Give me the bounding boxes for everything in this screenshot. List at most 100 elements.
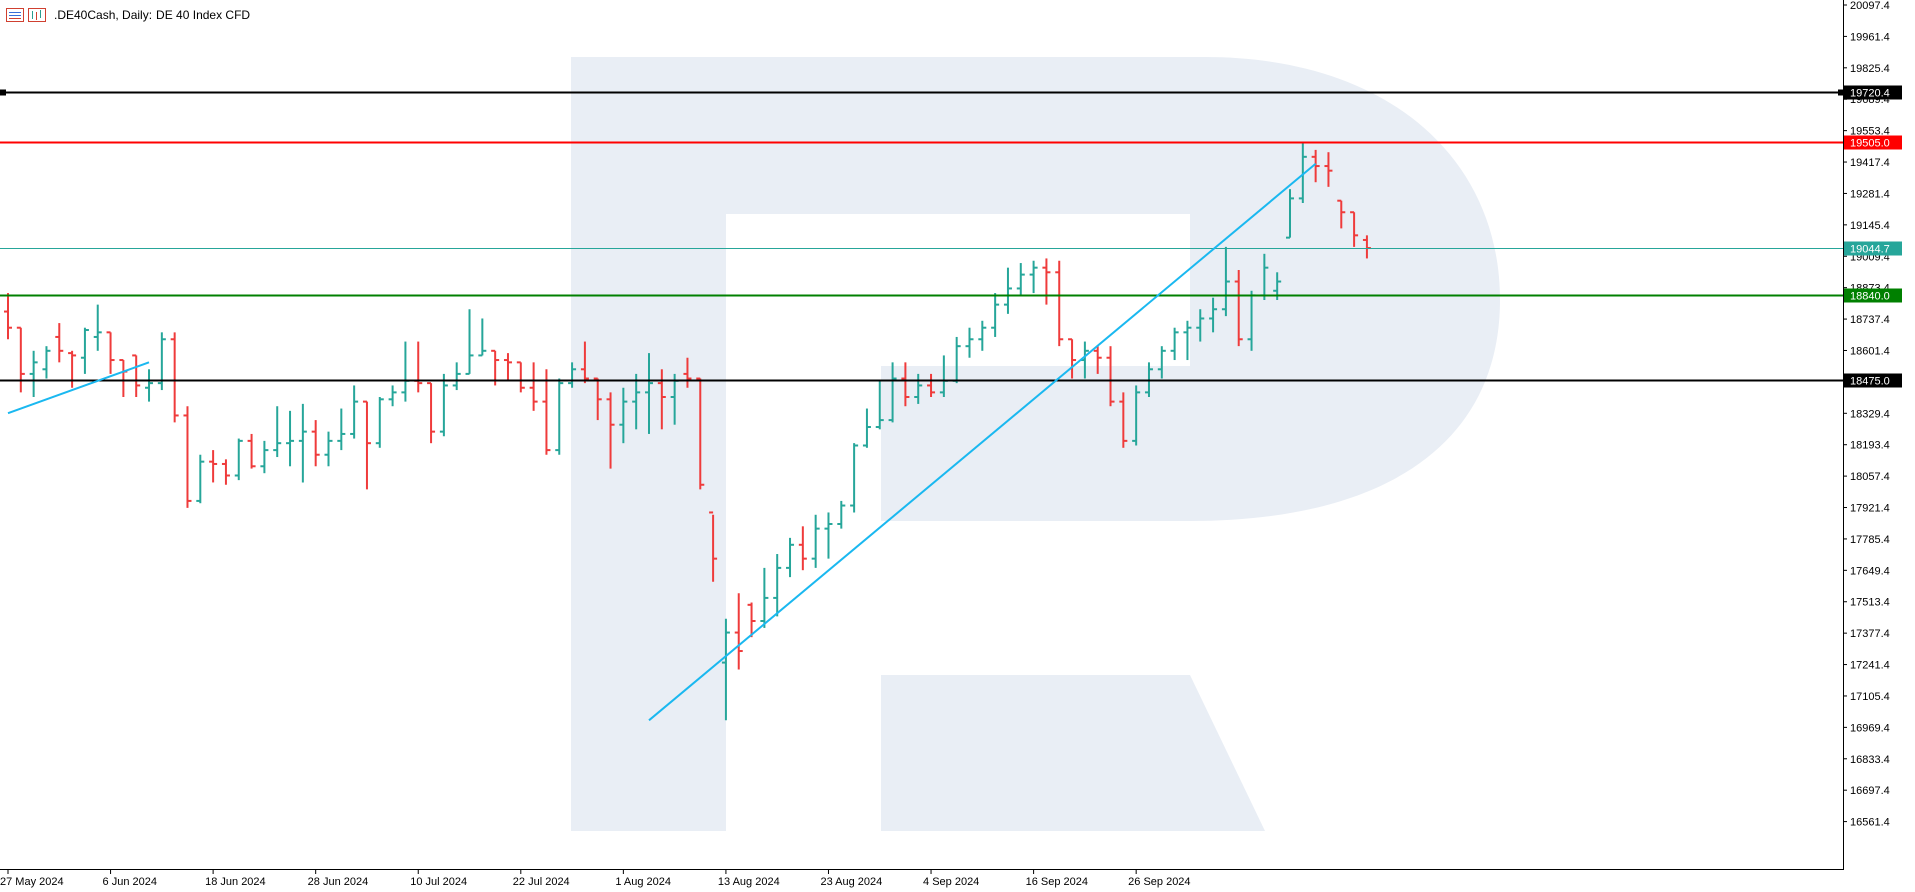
ohlc-bar (298, 403, 307, 483)
ohlc-bar (209, 450, 218, 483)
ohlc-bar (324, 431, 333, 467)
y-tick-label: 18057.4 (1850, 471, 1890, 483)
ohlc-bar (1311, 149, 1320, 183)
ohlc-bar (888, 362, 897, 423)
y-tick-label: 16833.4 (1850, 754, 1890, 766)
ohlc-bar (529, 362, 538, 411)
ohlc-bar (465, 309, 474, 375)
ohlc-bar (1093, 346, 1102, 374)
ohlc-bar (824, 512, 833, 559)
level-badge-label: 19720.4 (1850, 88, 1890, 100)
ohlc-bar (119, 359, 128, 397)
ohlc-bar (439, 373, 448, 437)
level-handle (0, 89, 6, 96)
trendline (7, 361, 150, 415)
ohlc-bar (837, 500, 846, 529)
ohlc-bar (760, 567, 769, 628)
ohlc-bar (247, 433, 256, 469)
x-tick-label: 16 Sep 2024 (1026, 876, 1088, 888)
ohlc-bar (93, 304, 102, 351)
ohlc-bar (1132, 385, 1141, 446)
ohlc-bar (862, 408, 871, 448)
ohlc-bar (452, 362, 461, 391)
ohlc-bar (811, 514, 820, 568)
ohlc-bar (1029, 260, 1038, 294)
ohlc-bar (568, 362, 577, 388)
ohlc-bar (145, 369, 154, 402)
watermark-bowl (881, 366, 1190, 521)
ohlc-bar (503, 353, 512, 381)
x-tick-label: 1 Aug 2024 (615, 876, 671, 888)
trendline (648, 162, 1317, 722)
ohlc-bar (542, 369, 551, 455)
ohlc-bar (350, 385, 359, 439)
ohlc-bar (773, 554, 782, 617)
x-tick-label: 27 May 2024 (0, 876, 64, 888)
ohlc-bar (1324, 152, 1333, 187)
y-tick-label: 20097.4 (1850, 0, 1890, 12)
ohlc-bar (1003, 267, 1012, 314)
y-tick-label: 18601.4 (1850, 345, 1890, 357)
ohlc-bar (1183, 320, 1192, 361)
level-badge (1844, 135, 1902, 150)
ohlc-bar (478, 318, 487, 357)
ohlc-bar (1298, 142, 1307, 204)
x-tick-label: 28 Jun 2024 (308, 876, 369, 888)
watermark-stem (571, 57, 1500, 831)
ohlc-bar (1016, 263, 1025, 296)
horizontal-levels: 19720.4 19505.0 19044.7 18840.0 18475.0 (0, 85, 1902, 388)
y-tick-label: 19417.4 (1850, 157, 1890, 169)
ohlc-bar (683, 357, 692, 388)
ohlc-bar (965, 327, 974, 358)
ohlc-bar (1196, 309, 1205, 342)
ohlc-bar (747, 602, 756, 638)
x-tick-label: 10 Jul 2024 (410, 876, 467, 888)
ohlc-bar (286, 410, 295, 467)
ohlc-bar (1209, 297, 1218, 333)
ohlc-bar (555, 378, 564, 455)
ohlc-bar (42, 346, 51, 379)
ohlc-bar (606, 392, 615, 469)
x-tick-label: 6 Jun 2024 (103, 876, 157, 888)
brand-watermark-logo (571, 57, 1500, 831)
chart-symbol: .DE40Cash, Daily: (54, 8, 153, 22)
y-tick-label: 17241.4 (1850, 660, 1890, 672)
y-tick-label: 19281.4 (1850, 188, 1890, 200)
ohlc-bar (311, 420, 320, 467)
ohlc-bar (55, 323, 64, 363)
ohlc-bar (1337, 199, 1346, 229)
y-tick-label: 17377.4 (1850, 628, 1890, 640)
chart-description: DE 40 Index CFD (156, 8, 251, 22)
ohlc-bar (927, 373, 936, 397)
ohlc-bar (619, 387, 628, 444)
ohlc-bar (786, 537, 795, 578)
y-tick-label: 18193.4 (1850, 440, 1890, 452)
bar-list-icon[interactable] (6, 8, 24, 22)
y-tick-label: 19825.4 (1850, 63, 1890, 75)
level-badge-label: 18840.0 (1850, 291, 1890, 303)
ohlc-bar (696, 377, 705, 490)
ohlc-bar (657, 369, 666, 430)
ohlc-bar (388, 385, 397, 407)
ohlc-bar (1157, 346, 1166, 379)
ohlc-bar (16, 326, 25, 393)
ohlc-bar (183, 406, 192, 508)
level-badge (1844, 85, 1902, 100)
chart-type-icon[interactable] (28, 8, 46, 22)
y-tick-label: 19553.4 (1850, 126, 1890, 138)
ohlc-bar (1350, 211, 1359, 247)
watermark-leg (881, 675, 1265, 831)
ohlc-bar (850, 443, 859, 513)
ohlc-bar (1286, 189, 1294, 239)
ohlc-bar (875, 380, 884, 430)
y-tick-label: 16561.4 (1850, 817, 1890, 829)
y-tick-label: 19145.4 (1850, 220, 1890, 232)
ohlc-bar (709, 511, 718, 582)
level-badge (1844, 288, 1902, 303)
x-tick-label: 23 Aug 2024 (820, 876, 882, 888)
y-tick-label: 16969.4 (1850, 722, 1890, 734)
x-tick-label: 4 Sep 2024 (923, 876, 979, 888)
ohlc-bar (1106, 346, 1115, 407)
ohlc-bar (516, 361, 525, 393)
